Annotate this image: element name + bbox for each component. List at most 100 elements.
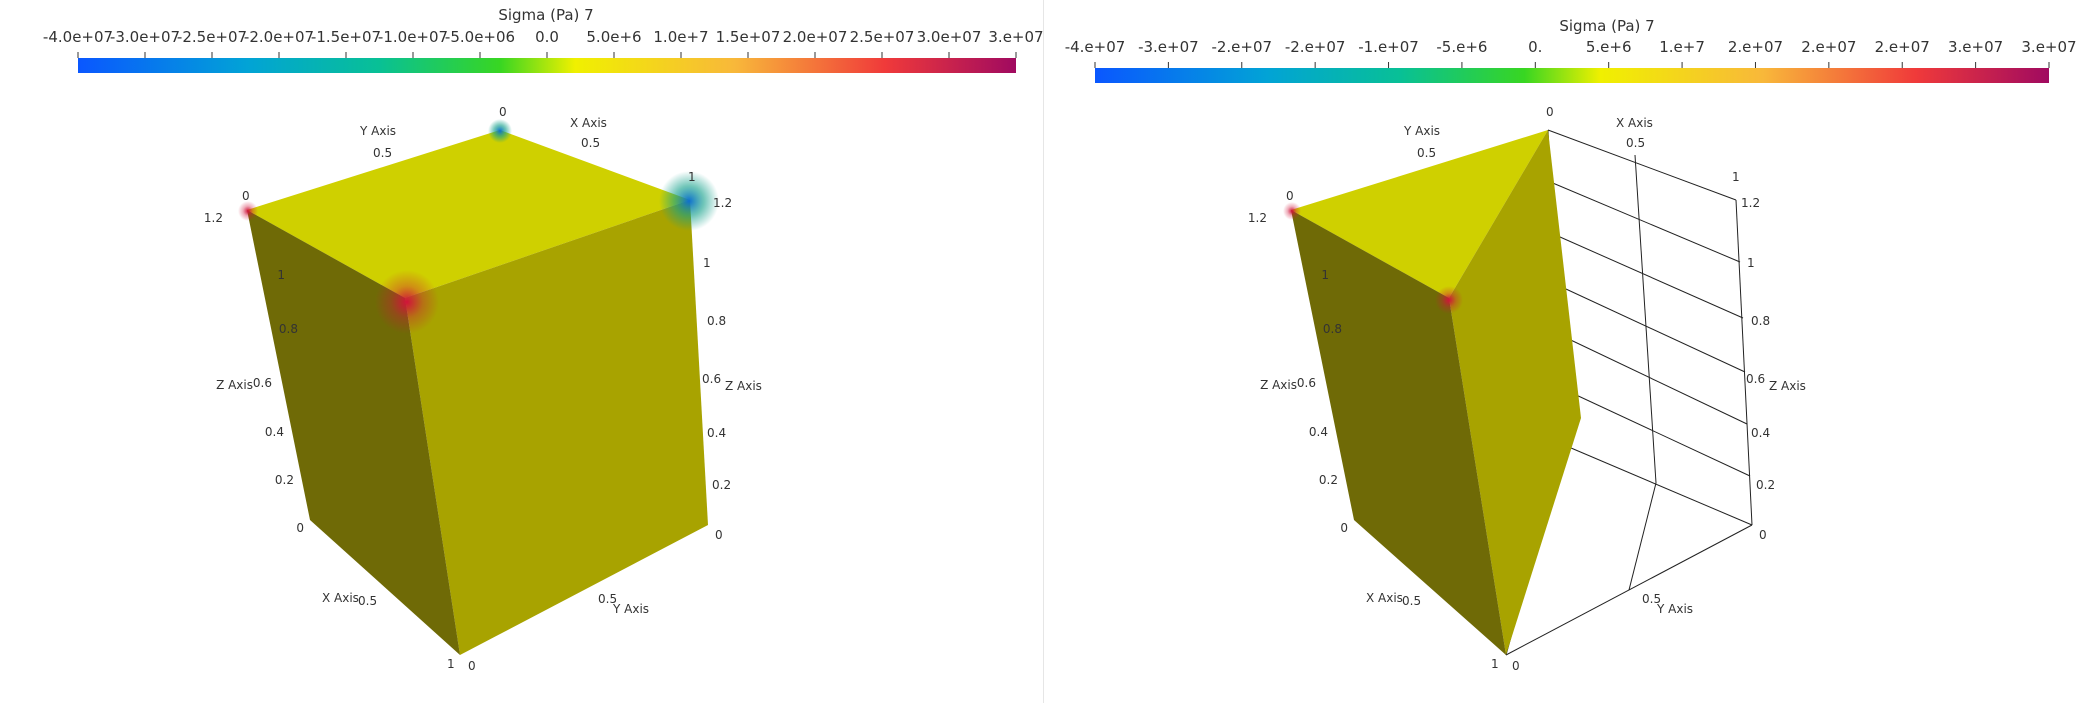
x-axis-tick-top-start: 0 [499,105,507,119]
z-right-tick: 0.6 [702,372,721,386]
stress-coldspot [659,171,719,231]
z-right-tick: 1 [703,256,711,270]
y-axis-tick-top: 0.5 [1417,146,1436,160]
x-axis-tick-top-mid: 0.5 [1626,136,1645,150]
colorbar-tick-label: -1.e+07 [1358,38,1419,56]
z-left-tick: 0.4 [1309,425,1328,439]
x-axis-tick-top-start: 0 [1546,105,1554,119]
colorbar-title: Sigma (Pa) 7 [498,6,593,24]
stress-hotspot [1435,286,1463,314]
z-right-tick: 0 [715,528,723,542]
colorbar-tick-label: 5.0e+6 [586,28,641,46]
z-left-tick: 1 [277,268,285,282]
z-left-tick: 0.8 [1323,322,1342,336]
clipped-face-left [1291,210,1506,655]
y-axis-label-top: Y Axis [359,124,396,138]
corner-tick-tl: 0 [1286,189,1294,203]
z-left-tick: 0.6 [1297,376,1316,390]
colorbar-tick-label: -2.e+07 [1285,38,1346,56]
z-left-tick: 1.2 [204,211,223,225]
colorbar-tick-label: -5.e+6 [1436,38,1487,56]
x-axis-tick-top-end: 1 [1732,170,1740,184]
colorbar-tick-label: -2.0e+07 [244,28,314,46]
x-axis-tick-bottom: 1 [447,657,455,671]
stress-hotspot-corner [1283,202,1301,220]
colorbar-tick-label: -4.e+07 [1065,38,1126,56]
x-axis-label-bottom: X Axis [1366,591,1403,605]
colorbar-tick-label: -3.e+07 [1138,38,1199,56]
colorbar-tick-label: -5.0e+06 [445,28,515,46]
colorbar-tick-label: 2.e+07 [1728,38,1783,56]
z-right-tick: 0 [1759,528,1767,542]
z-right-tick: 1.2 [713,196,732,210]
colorbar-tick-labels: -4.e+07 -3.e+07 -2.e+07 -2.e+07 -1.e+07 -5.e+… [1065,38,2077,68]
colorbar-tick-label: 3.e+07 [2021,38,2076,56]
colorbar-tick-label: 1.5e+07 [716,28,781,46]
z-right-tick: 0.6 [1746,372,1765,386]
view-divider [1043,0,1044,703]
stress-hotspot [375,270,439,334]
y-axis-tick-bottom: 0.5 [598,592,617,606]
z-right-tick: 0.4 [1751,426,1770,440]
colorbar-tick-label: 2.0e+07 [783,28,848,46]
colorbar-tick-label: 5.e+6 [1586,38,1632,56]
z-left-tick: 0.6 [253,376,272,390]
colorbar-tick-label: -4.0e+07 [43,28,113,46]
colorbar-tick-label: -1.0e+07 [378,28,448,46]
z-left-tick: 0.8 [279,322,298,336]
colorbar-tick-label: 2.5e+07 [850,28,915,46]
z-right-tick: 0.2 [712,478,731,492]
colorbar-tick-label: 0. [1528,38,1542,56]
z-axis-label-right: Z Axis [1769,379,1806,393]
colorbar-tick-label: 3.e+07 [1948,38,2003,56]
colorbar [1095,68,2049,83]
cube-face-top [247,130,690,298]
z-right-tick: 0.2 [1756,478,1775,492]
colorbar-tick-label: -2.5e+07 [177,28,247,46]
z-axis-label-right: Z Axis [725,379,762,393]
colorbar-tick-label: 1.e+7 [1659,38,1705,56]
render-view-right[interactable]: Sigma (Pa) 7 -4.e+07 -3.e+07 -2.e+07 -2.e+0… [1044,0,2087,703]
colorbar-tick-label: 3.e+07 [988,28,1043,46]
axes-grid-labels: Y Axis 0.5 X Axis 0.5 0 1 0 1.2 1 0.8 Z … [204,105,762,673]
stress-coldspot-top [488,119,512,143]
x-axis-tick-bottom: 0.5 [358,594,377,608]
z-left-tick: 0.4 [265,425,284,439]
y-axis-tick-bottom: 0 [468,659,476,673]
colorbar-tick-labels: -4.0e+07-3.0e+07-2.5e+07-2.0e+07-1.5e+07… [43,28,1043,58]
colorbar-tick-label: -2.e+07 [1211,38,1272,56]
colorbar-tick-label: -3.0e+07 [110,28,180,46]
colorbar-tick-label: 2.e+07 [1801,38,1856,56]
z-left-tick: 1.2 [1248,211,1267,225]
clipped-face-top [1291,130,1548,298]
z-axis-label-left: Z Axis [1260,378,1297,392]
y-axis-label-bottom: Y Axis [612,602,649,616]
z-left-tick: 0.2 [275,473,294,487]
colorbar [78,58,1016,73]
colorbar-tick-label: 1.0e+7 [653,28,708,46]
render-view-left[interactable]: Sigma (Pa) 7 -4.0e+07 -3.0e+07 -2.5e+07 -2.… [0,0,1043,703]
colorbar-tick-label: 3.0e+07 [917,28,982,46]
x-axis-label-top: X Axis [1616,116,1653,130]
y-axis-label-top: Y Axis [1403,124,1440,138]
z-right-tick: 1.2 [1741,196,1760,210]
z-left-tick: 0 [1340,521,1348,535]
stress-hotspot-corner [238,201,258,221]
y-axis-tick-bottom: 0 [1512,659,1520,673]
corner-tick-tl: 0 [242,189,250,203]
z-right-tick: 1 [1747,256,1755,270]
x-axis-tick-bottom: 0.5 [1402,594,1421,608]
colorbar-tick-label: 0.0 [535,28,559,46]
z-left-tick: 0 [296,521,304,535]
y-axis-tick-bottom: 0.5 [1642,592,1661,606]
colorbar-title: Sigma (Pa) 7 [1559,17,1654,35]
z-right-tick: 0.4 [707,426,726,440]
x-axis-label-top: X Axis [570,116,607,130]
colorbar-tick-label: -1.5e+07 [311,28,381,46]
y-axis-tick-top: 0.5 [373,146,392,160]
colorbar-tick-label: 2.e+07 [1875,38,1930,56]
y-axis-label-bottom: Y Axis [1656,602,1693,616]
z-right-tick: 0.8 [1751,314,1770,328]
z-axis-label-left: Z Axis [216,378,253,392]
z-left-tick: 0.2 [1319,473,1338,487]
